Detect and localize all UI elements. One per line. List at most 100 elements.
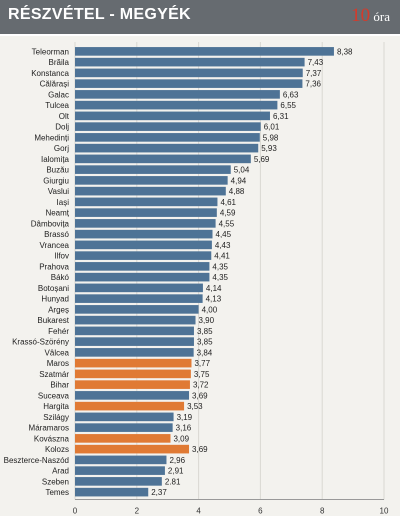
bar: [75, 186, 226, 196]
category-label: Botoșani: [38, 284, 69, 293]
time-indicator: 10 óra: [351, 5, 390, 27]
value-label: 3,16: [176, 424, 192, 433]
value-label: 6,63: [283, 90, 299, 99]
chart-header: RÉSZVÉTEL - MEGYÉK 10 óra: [0, 0, 400, 34]
value-label: 2.81: [165, 477, 181, 486]
x-tick-label: 10: [380, 507, 389, 516]
value-label: 6,55: [280, 101, 296, 110]
category-label: Fehér: [48, 327, 69, 336]
category-label: Bukarest: [37, 316, 69, 325]
bar: [75, 219, 216, 228]
category-label: Vaslui: [48, 187, 69, 196]
bar: [75, 305, 199, 314]
bar: [75, 165, 231, 174]
category-label: Galac: [48, 90, 69, 99]
chart-title: RÉSZVÉTEL - MEGYÉK: [8, 6, 191, 23]
category-label: Olt: [59, 112, 70, 121]
category-label: Ialomița: [41, 155, 70, 164]
bar: [75, 47, 334, 56]
bar: [75, 348, 194, 357]
bar: [75, 79, 303, 88]
value-label: 4,14: [206, 284, 222, 293]
bar: [75, 369, 191, 379]
value-label: 3,69: [192, 391, 208, 400]
bar: [75, 477, 162, 486]
bar: [75, 100, 278, 110]
bar: [75, 466, 165, 475]
category-label: Krassó-Szörény: [12, 338, 69, 347]
bar: [75, 197, 218, 207]
bar: [75, 434, 171, 443]
category-label: Argeș: [48, 305, 69, 314]
bar-chart: 0 2 4 6 8 10 Teleorman 8,38 Brăila 7,43 Konstanca 7…: [4, 42, 389, 516]
value-label: 4,59: [220, 209, 236, 218]
category-label: Brăila: [49, 58, 70, 67]
x-tick-label: 0: [73, 507, 78, 516]
value-label: 5,69: [254, 155, 270, 164]
category-label: Szeben: [42, 477, 69, 486]
value-label: 3,53: [187, 402, 203, 411]
category-label: Ilfov: [54, 252, 69, 261]
category-label: Iași: [57, 198, 70, 207]
x-tick-label: 4: [196, 507, 201, 516]
category-label: Szatmár: [39, 370, 69, 379]
value-label: 5,98: [263, 133, 279, 142]
category-label: Giurgiu: [43, 176, 69, 185]
bar: [75, 122, 261, 131]
category-label: Teleorman: [32, 47, 69, 56]
value-label: 5,93: [261, 144, 277, 153]
bar: [75, 283, 203, 293]
bar: [75, 487, 149, 497]
value-label: 4,45: [216, 230, 232, 239]
value-label: 4,88: [229, 187, 245, 196]
value-label: 3,69: [192, 445, 208, 454]
category-label: Tulcea: [45, 101, 69, 110]
value-label: 7,43: [308, 58, 324, 67]
category-label: Maros: [47, 359, 69, 368]
value-label: 2,96: [169, 456, 185, 465]
time-number: 10: [351, 5, 371, 26]
value-label: 3,85: [197, 338, 213, 347]
category-label: Vâlcea: [45, 348, 70, 357]
category-label: Dolj: [55, 123, 69, 132]
bar: [75, 326, 194, 336]
value-label: 2,91: [168, 467, 184, 476]
category-label: Beszterce-Naszód: [4, 456, 69, 465]
category-label: Buzău: [46, 166, 69, 175]
bar: [75, 444, 190, 454]
category-label: Vrancea: [40, 241, 70, 250]
category-label: Kovászna: [34, 434, 70, 443]
category-label: Bákó: [51, 273, 70, 282]
value-label: 3,72: [193, 381, 209, 390]
bar: [75, 111, 270, 121]
bar: [75, 272, 210, 282]
value-label: 3,09: [173, 434, 189, 443]
bar: [75, 251, 212, 260]
bar: [75, 154, 251, 164]
value-label: 4,61: [220, 198, 236, 207]
category-label: Prahova: [39, 262, 69, 271]
bar: [75, 229, 213, 239]
category-label: Temes: [45, 488, 69, 497]
category-label: Neamț: [45, 209, 69, 218]
value-label: 4,35: [212, 273, 228, 282]
x-tick-label: 8: [320, 507, 325, 516]
category-label: Dâmbovița: [31, 219, 70, 228]
category-label: Brassó: [44, 230, 69, 239]
category-label: Konstanca: [31, 69, 69, 78]
category-label: Arad: [52, 467, 69, 476]
value-label: 6,01: [264, 123, 280, 132]
bar: [75, 90, 280, 99]
category-label: Hunyad: [41, 295, 69, 304]
value-label: 4,00: [202, 305, 218, 314]
value-label: 4,41: [214, 252, 230, 261]
bar: [75, 68, 303, 78]
value-label: 4,55: [219, 219, 235, 228]
bar: [75, 143, 259, 153]
category-label: Gorj: [54, 144, 69, 153]
category-label: Călărași: [40, 80, 70, 89]
category-label: Máramaros: [29, 424, 69, 433]
x-tick-label: 6: [258, 507, 263, 516]
time-unit: óra: [373, 9, 390, 24]
value-label: 5,04: [234, 166, 250, 175]
